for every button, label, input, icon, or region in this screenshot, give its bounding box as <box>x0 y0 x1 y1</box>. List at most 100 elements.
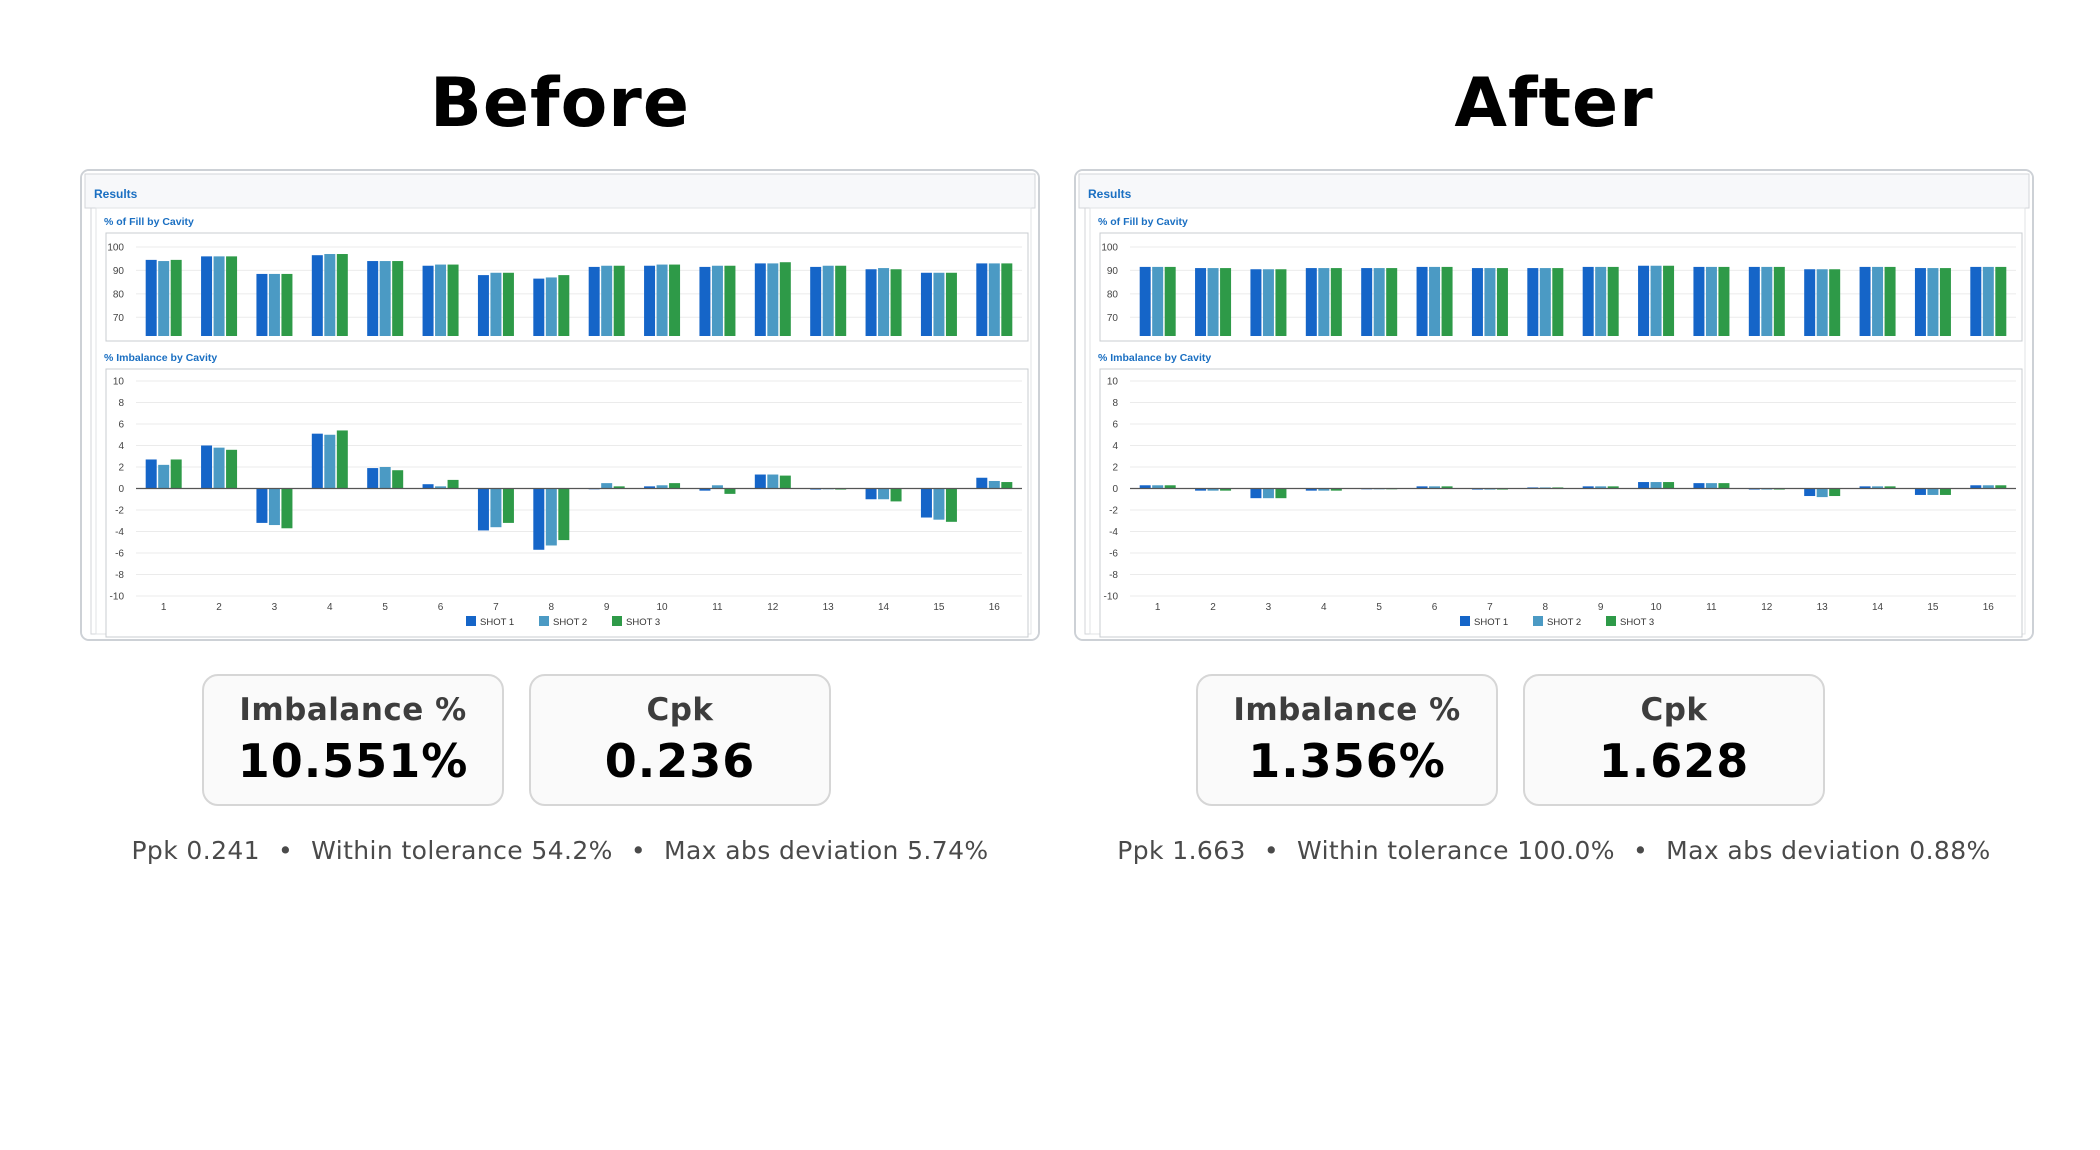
bar-shot-3-cavity-6 <box>447 479 459 489</box>
bar-shot-3-cavity-7 <box>1496 268 1508 336</box>
bar-shot-2-cavity-9 <box>1595 486 1607 489</box>
bar-shot-3-cavity-7 <box>502 272 514 336</box>
bar-shot-3-cavity-13 <box>835 265 847 336</box>
x-tick-label: 14 <box>878 602 890 613</box>
bar-shot-2-cavity-7 <box>490 272 502 336</box>
bar-shot-1-cavity-3 <box>256 488 268 523</box>
bar-shot-1-cavity-2 <box>1195 488 1207 491</box>
bar-shot-2-cavity-15 <box>933 272 945 336</box>
bar-shot-2-cavity-4 <box>1318 268 1330 336</box>
imbalance-label: Imbalance % <box>239 692 467 728</box>
bar-shot-3-cavity-9 <box>1607 266 1619 336</box>
bar-shot-2-cavity-9 <box>1595 266 1607 336</box>
bar-shot-2-cavity-15 <box>933 488 945 520</box>
y-tick-label: 10 <box>113 377 125 388</box>
bar-shot-3-cavity-5 <box>1386 268 1398 336</box>
x-tick-label: 11 <box>712 602 723 613</box>
bar-shot-2-cavity-13 <box>1816 269 1828 336</box>
bar-shot-3-cavity-10 <box>1663 265 1675 336</box>
bar-shot-1-cavity-7 <box>1471 268 1483 336</box>
bar-shot-1-cavity-8 <box>533 488 545 550</box>
bar-shot-3-cavity-12 <box>1773 266 1785 336</box>
legend-label: SHOT 1 <box>480 617 514 628</box>
legend-swatch <box>1460 616 1470 626</box>
bar-shot-2-cavity-4 <box>1318 488 1330 491</box>
bar-shot-2-cavity-14 <box>878 268 890 336</box>
bar-shot-2-cavity-10 <box>656 264 668 336</box>
bar-shot-2-cavity-3 <box>1262 269 1274 336</box>
bar-shot-3-cavity-2 <box>1220 488 1232 491</box>
bar-shot-1-cavity-12 <box>754 474 766 489</box>
x-tick-label: 11 <box>1706 602 1717 613</box>
x-tick-label: 14 <box>1872 602 1884 613</box>
bar-shot-2-cavity-5 <box>1373 268 1385 336</box>
bar-shot-1-cavity-2 <box>1195 268 1207 336</box>
x-tick-label: 2 <box>216 602 222 613</box>
bar-shot-1-cavity-5 <box>367 261 379 336</box>
separator: • <box>278 836 294 865</box>
bar-shot-1-cavity-2 <box>201 445 213 489</box>
bar-shot-3-cavity-4 <box>1330 268 1342 336</box>
imbalance-value: 1.356% <box>1248 734 1446 788</box>
imbalance-label: Imbalance % <box>1233 692 1461 728</box>
imbalance-value: 10.551% <box>237 734 469 788</box>
bar-shot-1-cavity-1 <box>1139 266 1151 336</box>
bar-shot-3-cavity-1 <box>170 459 182 489</box>
bar-shot-2-cavity-13 <box>1816 488 1828 498</box>
legend-label: SHOT 3 <box>626 617 660 628</box>
bar-shot-1-cavity-16 <box>1970 485 1982 489</box>
cpk-label: Cpk <box>646 692 714 728</box>
bar-shot-3-cavity-3 <box>281 273 293 336</box>
after-results-chart: Results % of Fill by Cavity % Imbalance … <box>1076 171 2032 639</box>
bar-shot-3-cavity-11 <box>1718 266 1730 336</box>
bar-shot-3-cavity-10 <box>669 483 681 489</box>
bar-shot-2-cavity-2 <box>213 256 225 336</box>
bar-shot-1-cavity-1 <box>145 459 157 489</box>
x-tick-label: 5 <box>1376 602 1382 613</box>
bar-shot-1-cavity-16 <box>976 263 988 336</box>
y-tick-label: -10 <box>1104 592 1119 603</box>
results-header: Results <box>1088 187 1132 201</box>
bar-shot-3-cavity-15 <box>945 488 957 522</box>
after-imbalance-card: Imbalance % 1.356% <box>1196 674 1498 806</box>
x-tick-label: 1 <box>1155 602 1161 613</box>
bar-shot-1-cavity-9 <box>1582 266 1594 336</box>
bar-shot-3-cavity-6 <box>1441 486 1453 489</box>
bar-shot-1-cavity-12 <box>1748 266 1760 336</box>
bar-shot-1-cavity-16 <box>976 477 988 489</box>
legend-label: SHOT 2 <box>553 617 587 628</box>
bar-shot-1-cavity-7 <box>477 488 489 531</box>
bar-shot-3-cavity-2 <box>1220 268 1232 336</box>
before-summary: Ppk 0.241 • Within tolerance 54.2% • Max abs… <box>80 836 1040 865</box>
bar-shot-1-cavity-6 <box>422 484 434 489</box>
bar-shot-3-cavity-6 <box>1441 266 1453 336</box>
bar-shot-3-cavity-13 <box>1829 488 1841 497</box>
bar-shot-3-cavity-16 <box>1995 485 2007 489</box>
bar-shot-3-cavity-8 <box>1552 268 1564 336</box>
imbalance-chart-title: % Imbalance by Cavity <box>1098 352 1211 364</box>
bar-shot-2-cavity-14 <box>1872 486 1884 489</box>
bar-shot-2-cavity-3 <box>1262 488 1274 499</box>
cpk-value: 0.236 <box>604 734 756 788</box>
bar-shot-1-cavity-16 <box>1970 266 1982 336</box>
bar-shot-1-cavity-5 <box>1361 268 1373 336</box>
bar-shot-1-cavity-13 <box>1804 488 1816 497</box>
bar-shot-3-cavity-13 <box>1829 269 1841 336</box>
bar-shot-1-cavity-2 <box>201 256 213 336</box>
bar-shot-2-cavity-15 <box>1927 488 1939 495</box>
bar-shot-1-cavity-8 <box>1527 268 1539 336</box>
bar-shot-1-cavity-8 <box>533 278 545 336</box>
x-tick-label: 15 <box>1927 602 1939 613</box>
x-tick-label: 10 <box>657 602 669 613</box>
x-tick-label: 7 <box>493 602 499 613</box>
legend-swatch <box>1606 616 1616 626</box>
bar-shot-1-cavity-3 <box>256 273 268 336</box>
bar-shot-3-cavity-1 <box>170 259 182 336</box>
bar-shot-1-cavity-13 <box>1804 269 1816 336</box>
bar-shot-2-cavity-2 <box>213 447 225 489</box>
separator: • <box>1632 836 1649 865</box>
legend-label: SHOT 1 <box>1474 617 1508 628</box>
x-tick-label: 4 <box>1321 602 1327 613</box>
y-tick-label: 100 <box>107 243 124 254</box>
bar-shot-3-cavity-9 <box>1607 486 1619 489</box>
